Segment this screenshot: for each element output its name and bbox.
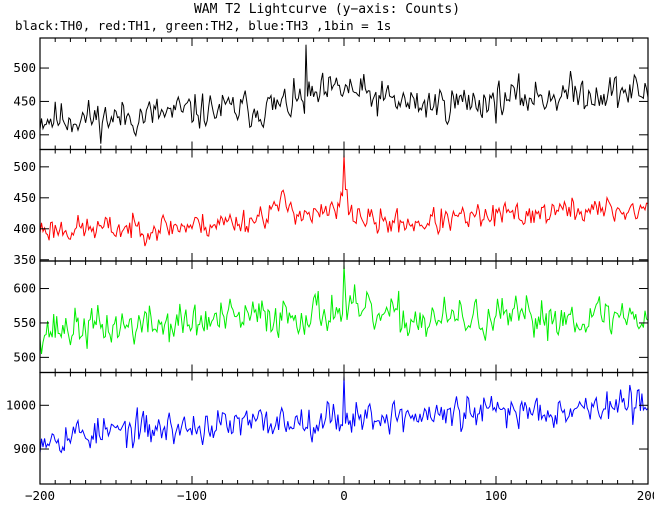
series-th2-line <box>40 264 648 354</box>
panels-layer: 400 450 500 350 400 450 500 500 550 600 900 1000 <box>6 37 649 485</box>
y-tick-label: 450 <box>13 93 36 108</box>
panel-th1: 350 400 450 500 <box>13 148 649 267</box>
y-tick-label: 500 <box>13 60 36 75</box>
series-th3-line <box>40 375 648 454</box>
y-tick-label: 900 <box>13 441 36 456</box>
x-tick-label: 100 <box>485 488 508 503</box>
series-th0-line <box>40 44 648 144</box>
x-tick-label: 0 <box>340 488 348 503</box>
chart-subtitle: black:TH0, red:TH1, green:TH2, blue:TH3 … <box>15 18 391 33</box>
panel-th2: 500 550 600 <box>13 260 649 374</box>
y-tick-label: 400 <box>13 221 36 236</box>
x-tick-label: 200 <box>637 488 654 503</box>
y-tick-label: 600 <box>13 281 36 296</box>
y-tick-label: 450 <box>13 190 36 205</box>
x-axis: −200 −100 0 100 200 <box>25 488 654 503</box>
panel-frame <box>39 37 649 151</box>
y-tick-label: 1000 <box>6 397 36 412</box>
panel-th0: 400 450 500 <box>13 37 649 151</box>
y-tick-label: 500 <box>13 159 36 174</box>
y-tick-label: 550 <box>13 315 36 330</box>
series-th1-line <box>40 154 648 247</box>
chart-title: WAM T2 Lightcurve (y−axis: Counts) <box>194 2 460 17</box>
panel-th3: 900 1000 <box>6 371 649 485</box>
x-tick-label: −200 <box>25 488 55 503</box>
y-tick-label: 350 <box>13 252 36 267</box>
x-tick-label: −100 <box>177 488 207 503</box>
y-tick-label: 500 <box>13 349 36 364</box>
y-tick-label: 400 <box>13 127 36 142</box>
